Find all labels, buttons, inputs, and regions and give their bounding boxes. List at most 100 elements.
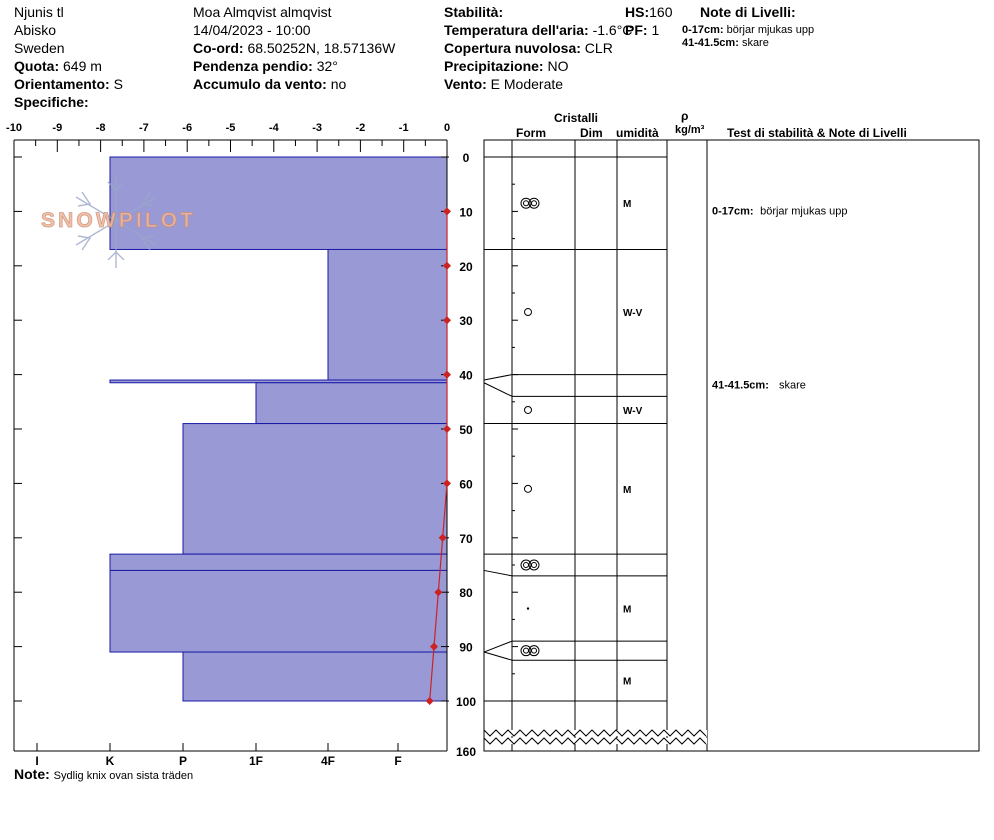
moisture-label-6: M — [623, 605, 631, 616]
air-temperature: Temperatura dell'aria: -1.6°C — [444, 22, 632, 39]
melt-cluster-icon-inner — [531, 562, 537, 568]
temperature-point-6 — [438, 533, 447, 542]
elevation: Quota: 649 m — [14, 58, 102, 75]
location-name: Njunis tl — [14, 4, 64, 20]
layer-note-1-range: 0-17cm: — [682, 24, 724, 36]
temp-tick-label-3: -7 — [139, 122, 149, 134]
hardness-label-1: K — [106, 754, 115, 768]
observer-name: Moa Almqvist almqvist — [193, 4, 332, 20]
layer-connector-3 — [483, 382, 513, 397]
footer-note: Note: Sydlig knix ovan sista träden — [14, 766, 193, 783]
temperature-point-3 — [443, 370, 451, 379]
temperature-point-7 — [434, 588, 443, 597]
layer-note-1-text: börjar mjukas upp — [726, 24, 815, 36]
coordinates-value: 68.50252N, 18.57136W — [247, 40, 396, 56]
stability-label: Stabilità: — [444, 4, 504, 20]
depth-tick-label-9: 90 — [459, 641, 473, 655]
break-mask-1 — [485, 738, 707, 744]
observation-datetime: 14/04/2023 - 10:00 — [193, 22, 311, 38]
elevation-label: Quota: — [14, 58, 60, 74]
small-grain-icon — [526, 607, 530, 610]
slope-label: Pendenza pendio: — [193, 58, 313, 74]
rounded-grain-icon — [524, 308, 532, 317]
hardness-layer-5 — [109, 553, 448, 571]
density-unit: kg/m³ — [675, 124, 705, 136]
temp-tick-label-2: -8 — [96, 122, 106, 134]
form-header: Form — [516, 126, 546, 140]
slope-value: 32° — [316, 58, 338, 74]
table-note-range-1: 41-41.5cm: — [712, 379, 769, 391]
air-temperature-value: -1.6°C — [592, 22, 633, 38]
melt-cluster-icon — [528, 197, 540, 209]
hardness-layer-4 — [182, 423, 448, 555]
hardness-layer-3 — [255, 382, 448, 425]
cloud-cover-label: Copertura nuvolosa: — [444, 40, 581, 56]
hardness-label-3: 1F — [249, 754, 263, 768]
melt-cluster-icon-inner — [523, 647, 529, 654]
hardness-layer-7 — [182, 651, 448, 702]
hardness-layer-0 — [109, 156, 448, 250]
penetration-foot-label: PF: — [625, 22, 648, 38]
snow-height-value: 160 — [649, 4, 673, 20]
layer-note-2-range: 41-41.5cm: — [682, 37, 739, 49]
melt-cluster-icon-inner — [531, 200, 537, 207]
area-name: Abisko — [14, 22, 57, 38]
wind-loading-value: no — [330, 76, 347, 92]
size-header: Dim — [580, 126, 603, 140]
wind-label: Vento: — [444, 76, 487, 92]
moisture-label-0: M — [623, 199, 631, 210]
temperature-point-9 — [425, 697, 434, 705]
snow-height-label: HS: — [625, 4, 650, 20]
melt-cluster-icon-inner — [531, 647, 537, 654]
air-temperature-label: Temperatura dell'aria: — [444, 22, 589, 38]
moisture-label-3: W-V — [623, 406, 643, 417]
depth-break-zigzag-1 — [483, 737, 707, 745]
hardness-label-2: P — [179, 754, 187, 768]
precipitation-value: NO — [547, 58, 569, 74]
melt-cluster-icon — [528, 645, 540, 657]
specifics-label: Specifiche: — [14, 94, 89, 110]
coordinates: Co-ord: 68.50252N, 18.57136W — [193, 40, 395, 57]
table-note-range-0: 0-17cm: — [712, 205, 754, 217]
layer-connector-8 — [483, 651, 513, 661]
temperature-point-8 — [430, 642, 439, 651]
hardness-layer-6 — [109, 569, 448, 653]
moisture-label-4: M — [623, 485, 631, 496]
depth-tick-label-4: 40 — [459, 369, 473, 383]
layer-connector-7 — [483, 640, 513, 653]
temperature-point-2 — [443, 316, 451, 325]
density-symbol: ρ — [681, 109, 689, 123]
layer-note-2-text: skare — [741, 37, 769, 49]
temperature-point-5 — [443, 479, 451, 488]
temp-tick-label-10: 0 — [444, 122, 450, 134]
wind: Vento: E Moderate — [444, 76, 563, 93]
penetration-foot-value: 1 — [651, 22, 660, 38]
temp-tick-label-1: -9 — [52, 122, 62, 134]
depth-tick-label-6: 60 — [459, 477, 473, 491]
aspect-label: Orientamento: — [14, 76, 110, 92]
crystal-table-frame — [483, 139, 980, 752]
temperature-profile-line — [429, 211, 448, 702]
footer-note-label: Note: — [14, 766, 50, 782]
coordinates-label: Co-ord: — [193, 40, 244, 56]
depth-tick-label-0: 0 — [463, 151, 470, 165]
penetration-foot: PF: 1 — [625, 22, 659, 39]
layer-note-2: 41-41.5cm: skare — [682, 37, 769, 50]
melt-cluster-icon — [528, 559, 540, 571]
temperature-point-1 — [443, 261, 451, 270]
crystals-header: Cristalli — [554, 111, 599, 125]
depth-break-zigzag-0 — [483, 729, 707, 737]
aspect: Orientamento: S — [14, 76, 123, 93]
temp-tick-label-8: -2 — [356, 122, 366, 134]
depth-tick-label-2: 20 — [459, 260, 473, 274]
wind-loading: Accumulo da vento: no — [193, 76, 346, 93]
stability-tests-header: Test di stabilità & Note di Livelli — [727, 126, 907, 140]
snowpilot-logo: SNOWPILOT — [41, 174, 194, 268]
rounded-grain-icon — [524, 484, 532, 493]
table-note-text-0: börjar mjukas upp — [760, 205, 847, 217]
aspect-value: S — [113, 76, 123, 92]
layer-note-1: 0-17cm: börjar mjukas upp — [682, 24, 814, 37]
cloud-cover: Copertura nuvolosa: CLR — [444, 40, 613, 57]
country-name: Sweden — [14, 40, 65, 56]
